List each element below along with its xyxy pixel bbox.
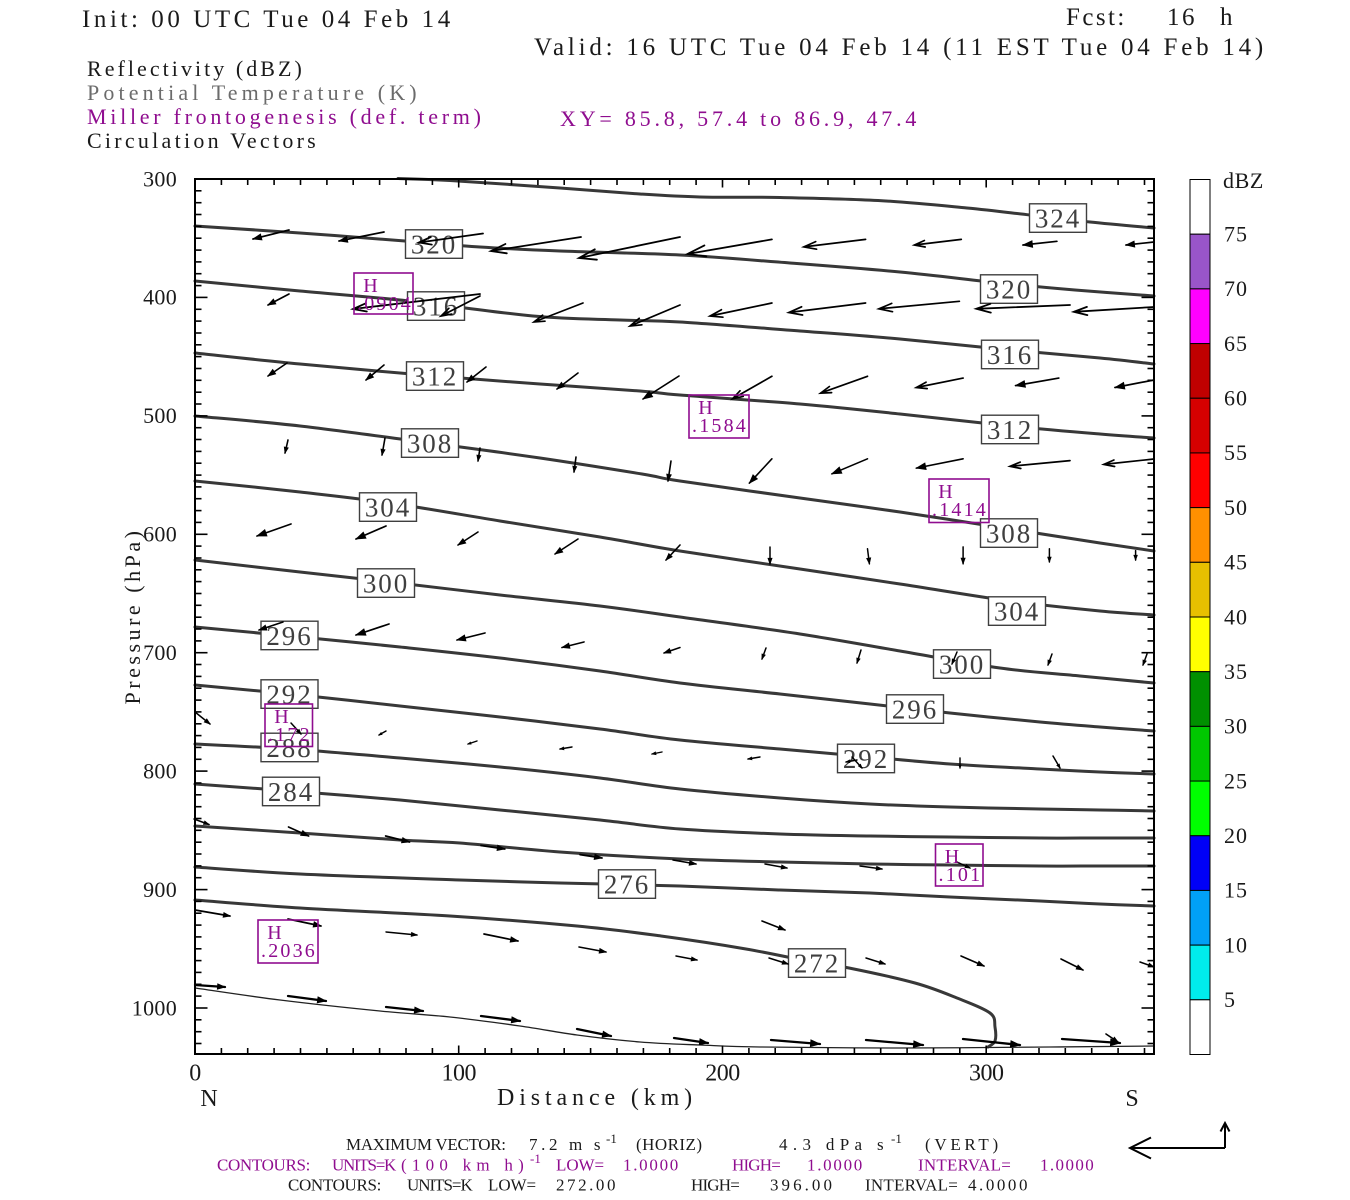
svg-text:INTERVAL=: INTERVAL= <box>865 1176 958 1195</box>
svg-text:Pressure (hPa): Pressure (hPa) <box>120 528 145 705</box>
svg-text:35: 35 <box>1224 659 1248 684</box>
svg-text:60: 60 <box>1224 386 1248 411</box>
svg-text:UNITS=K: UNITS=K <box>332 1156 397 1175</box>
svg-text:-1: -1 <box>606 1131 617 1146</box>
svg-text:272: 272 <box>794 948 840 978</box>
svg-text:296: 296 <box>892 694 938 724</box>
svg-text:55: 55 <box>1224 440 1248 465</box>
svg-text:75: 75 <box>1224 221 1248 246</box>
svg-text:288: 288 <box>266 733 312 763</box>
svg-text:.0904: .0904 <box>357 293 413 315</box>
svg-text:200: 200 <box>705 1061 740 1087</box>
svg-text:LOW=: LOW= <box>556 1156 604 1175</box>
svg-text:HIGH=: HIGH= <box>691 1176 739 1195</box>
svg-text:HIGH=: HIGH= <box>732 1156 780 1175</box>
svg-text:H: H <box>945 846 959 868</box>
svg-text:MAXIMUM VECTOR:: MAXIMUM VECTOR: <box>346 1135 506 1154</box>
svg-text:1.0000: 1.0000 <box>807 1156 864 1175</box>
svg-text:800: 800 <box>143 758 177 783</box>
svg-text:700: 700 <box>143 640 177 665</box>
svg-text:300: 300 <box>969 1061 1004 1087</box>
svg-text:300: 300 <box>939 649 985 679</box>
svg-text:30: 30 <box>1224 714 1248 739</box>
svg-text:70: 70 <box>1224 276 1248 301</box>
svg-text:4.0000: 4.0000 <box>968 1176 1030 1195</box>
svg-text:UNITS=K: UNITS=K <box>407 1176 473 1195</box>
svg-text:20: 20 <box>1224 823 1248 848</box>
svg-text:7.2 m s: 7.2 m s <box>529 1135 604 1154</box>
svg-text:INTERVAL=: INTERVAL= <box>918 1156 1011 1175</box>
svg-text:900: 900 <box>143 877 177 902</box>
svg-text:CONTOURS:: CONTOURS: <box>288 1176 381 1195</box>
svg-text:320: 320 <box>986 274 1032 304</box>
svg-text:324: 324 <box>1035 203 1081 233</box>
svg-text:1.0000: 1.0000 <box>1040 1156 1095 1175</box>
svg-text:Distance (km): Distance (km) <box>497 1085 697 1111</box>
svg-text:300: 300 <box>363 568 409 598</box>
svg-text:4.3 dPa s: 4.3 dPa s <box>779 1135 889 1154</box>
svg-text:.101: .101 <box>939 864 983 886</box>
svg-text:(100 km h): (100 km h) <box>401 1156 529 1175</box>
svg-text:Fcst:: Fcst: <box>1066 4 1127 31</box>
svg-text:dBZ: dBZ <box>1223 168 1264 193</box>
svg-text:5: 5 <box>1224 987 1236 1012</box>
svg-text:65: 65 <box>1224 331 1248 356</box>
svg-text:45: 45 <box>1224 550 1248 575</box>
svg-text:40: 40 <box>1224 604 1248 629</box>
svg-text:Init: 00 UTC Tue 04 Feb 14: Init: 00 UTC Tue 04 Feb 14 <box>82 6 454 33</box>
svg-text:100: 100 <box>441 1061 476 1087</box>
svg-text:308: 308 <box>986 518 1032 548</box>
svg-text:312: 312 <box>412 361 458 391</box>
svg-text:XY= 85.8, 57.4 to 86.9, 47.4: XY= 85.8, 57.4 to 86.9, 47.4 <box>560 106 920 131</box>
svg-text:.1584: .1584 <box>692 415 748 437</box>
svg-text:300: 300 <box>143 166 177 191</box>
svg-text:400: 400 <box>143 285 177 310</box>
svg-text:25: 25 <box>1224 768 1248 793</box>
svg-text:N: N <box>200 1086 217 1112</box>
svg-text:(VERT): (VERT) <box>925 1135 1002 1154</box>
svg-text:308: 308 <box>407 428 453 458</box>
svg-text:316: 316 <box>987 340 1033 370</box>
svg-text:0: 0 <box>189 1061 201 1087</box>
svg-text:396.00: 396.00 <box>770 1176 835 1195</box>
svg-text:Circulation Vectors: Circulation Vectors <box>87 128 319 153</box>
svg-text:LOW=: LOW= <box>488 1176 536 1195</box>
svg-text:16: 16 <box>1167 4 1197 31</box>
svg-text:.1414: .1414 <box>932 499 988 521</box>
svg-text:h: h <box>1220 4 1233 31</box>
svg-text:.2036: .2036 <box>261 940 317 962</box>
svg-text:Valid: 16 UTC Tue 04 Feb 14 (1: Valid: 16 UTC Tue 04 Feb 14 (11 EST Tue … <box>534 34 1267 61</box>
svg-text:600: 600 <box>143 522 177 547</box>
svg-text:10: 10 <box>1224 932 1248 957</box>
svg-text:H: H <box>363 275 377 297</box>
svg-text:(HORIZ): (HORIZ) <box>636 1135 702 1154</box>
svg-text:15: 15 <box>1224 878 1248 903</box>
svg-text:-1: -1 <box>530 1151 541 1166</box>
svg-text:304: 304 <box>365 492 411 522</box>
svg-text:H: H <box>267 922 281 944</box>
svg-text:H: H <box>938 481 952 503</box>
svg-text:H: H <box>698 397 712 419</box>
svg-text:316: 316 <box>413 291 459 321</box>
svg-text:Potential Temperature (K): Potential Temperature (K) <box>87 80 421 105</box>
svg-text:1.0000: 1.0000 <box>623 1156 680 1175</box>
svg-text:CONTOURS:: CONTOURS: <box>217 1156 310 1175</box>
svg-text:292: 292 <box>843 744 889 774</box>
svg-text:H: H <box>274 706 288 728</box>
svg-text:-1: -1 <box>891 1131 902 1146</box>
svg-text:500: 500 <box>143 403 177 428</box>
svg-text:284: 284 <box>268 777 314 807</box>
svg-text:304: 304 <box>994 596 1040 626</box>
svg-text:.172: .172 <box>268 724 312 746</box>
svg-text:1000: 1000 <box>132 995 177 1020</box>
svg-text:Miller frontogenesis (def. ter: Miller frontogenesis (def. term) <box>87 104 485 129</box>
svg-text:272.00: 272.00 <box>556 1176 618 1195</box>
svg-text:50: 50 <box>1224 495 1248 520</box>
svg-text:Reflectivity (dBZ): Reflectivity (dBZ) <box>87 56 305 81</box>
svg-text:S: S <box>1125 1086 1138 1112</box>
svg-text:276: 276 <box>604 869 650 899</box>
svg-text:320: 320 <box>411 229 457 259</box>
svg-text:312: 312 <box>987 415 1033 445</box>
